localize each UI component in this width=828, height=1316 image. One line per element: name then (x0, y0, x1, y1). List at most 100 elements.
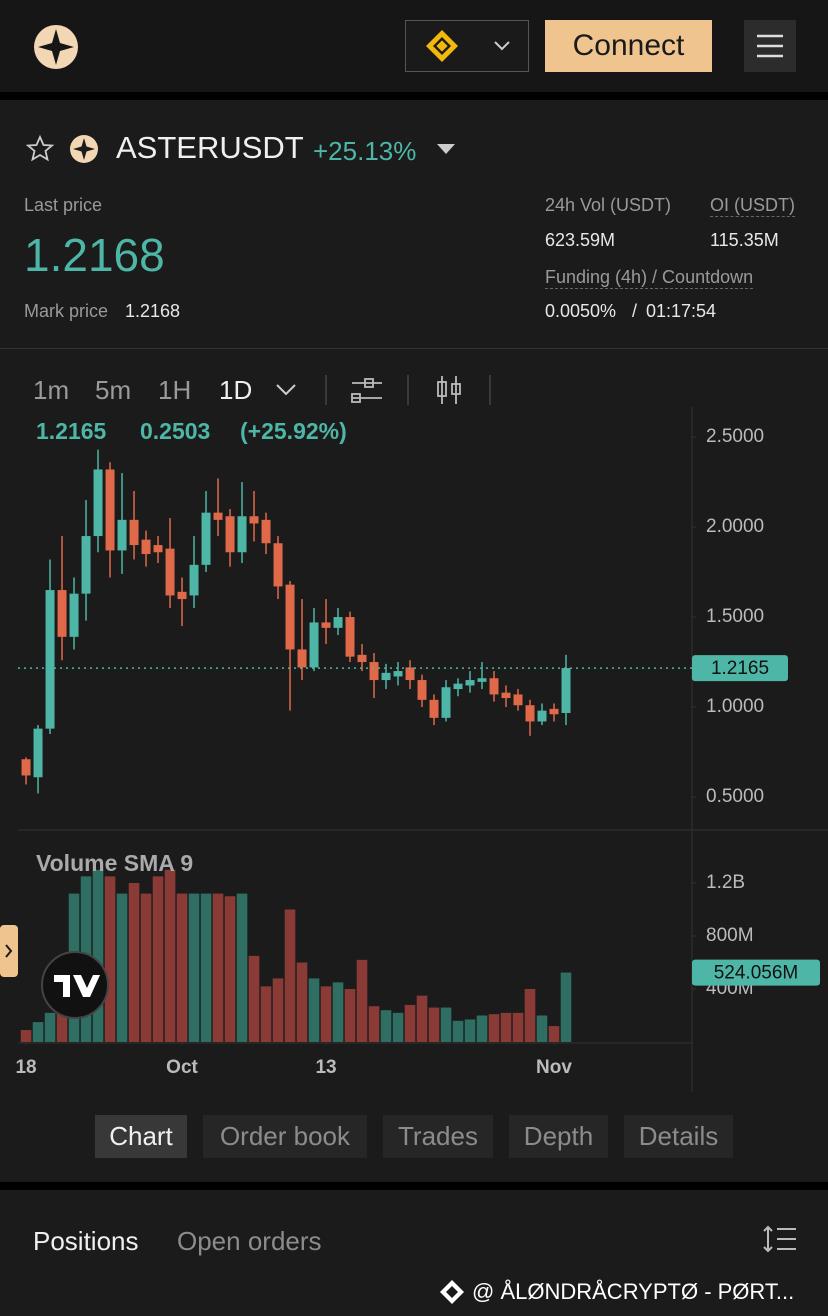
label: Mark price (24, 301, 109, 321)
symbol-dropdown[interactable] (436, 142, 458, 156)
candle-body (357, 654, 367, 663)
y-tick-label: 1.5000 (706, 606, 764, 627)
volume-bar (20, 1030, 32, 1042)
volume-bar (440, 1007, 452, 1042)
connect-button[interactable]: Connect (545, 20, 712, 72)
volume-bar (224, 896, 236, 1042)
tradingview-logo[interactable] (40, 951, 110, 1021)
candle-body (153, 545, 163, 553)
candle-body (273, 543, 283, 587)
y-tick-label: 1.0000 (706, 696, 764, 717)
volume: 623.59M (545, 230, 616, 250)
volume-title: Volume SMA 9 (36, 850, 193, 876)
sort-button[interactable] (762, 1224, 798, 1254)
label: 24h Vol (USDT) (545, 195, 672, 215)
tab-active[interactable]: Positions (33, 1226, 139, 1256)
ticker-icons (26, 134, 98, 163)
volume-bar (332, 982, 344, 1042)
candle-body (321, 622, 331, 628)
y-tick-label: 2.5000 (706, 426, 764, 447)
tab[interactable]: Depth (509, 1115, 608, 1158)
candle-body (549, 708, 559, 715)
candle-body (129, 519, 139, 546)
x-tick-label: Nov (536, 1057, 572, 1078)
candle-body (525, 705, 535, 722)
volume-bar (416, 995, 428, 1042)
last-price: 1.2168 (24, 229, 165, 281)
volume-bar (260, 986, 272, 1042)
volume-bar (488, 1014, 500, 1042)
candle-body (561, 668, 571, 713)
candle-body (501, 692, 511, 699)
timeframe[interactable]: 1m (33, 375, 70, 405)
candle-body (513, 694, 523, 706)
timeframe[interactable]: 1H (158, 375, 192, 405)
volume-bar (56, 1008, 68, 1042)
candle-body (381, 672, 391, 681)
candle-body (213, 512, 223, 520)
candle-body (93, 469, 103, 537)
volume-bar (236, 893, 248, 1042)
chart-type-button[interactable] (437, 376, 461, 404)
separator: / (632, 301, 638, 321)
y-tick-label: 0.5000 (706, 786, 764, 807)
favorite-star[interactable] (26, 134, 55, 162)
countdown: 01:17:54 (646, 301, 717, 321)
logo[interactable] (33, 24, 79, 70)
volume-bar (44, 1012, 56, 1042)
candle-body (81, 536, 91, 594)
ohlc-price: 1.2165 (36, 418, 107, 444)
tab[interactable]: Open orders (177, 1226, 322, 1256)
timeframe-active[interactable]: 1D (219, 375, 253, 405)
symbol-change: +25.13% (313, 136, 417, 166)
candle-body (489, 678, 499, 695)
candle-body (477, 678, 487, 682)
candle-body (297, 649, 307, 668)
volume-bar (164, 869, 176, 1042)
volume-bar (32, 1022, 44, 1042)
tab[interactable]: Details (624, 1115, 733, 1158)
last-price-label: 1.2165 (711, 658, 769, 679)
volume-bar (428, 1007, 440, 1042)
divider (0, 348, 828, 349)
volume-bar (296, 962, 308, 1042)
tab[interactable]: Order book (203, 1115, 367, 1158)
x-tick-label: 18 (15, 1057, 36, 1078)
volume-bar (128, 883, 140, 1042)
volume-bar (560, 972, 572, 1042)
candle-body (453, 683, 463, 690)
volume-tick-label: 1.2B (706, 872, 745, 893)
indicators-button[interactable] (351, 378, 382, 403)
tab[interactable]: Trades (383, 1115, 493, 1158)
menu-button[interactable] (744, 20, 796, 72)
volume-bar (308, 978, 320, 1042)
tab-active[interactable]: Chart (95, 1115, 187, 1158)
volume-bar (392, 1012, 404, 1042)
funding: 0.0050% (545, 301, 617, 321)
candle-body (189, 564, 199, 596)
timeframe[interactable]: 5m (95, 375, 132, 405)
y-tick-label: 2.0000 (706, 516, 764, 537)
volume-bar (368, 1006, 380, 1042)
ohlc-change: 0.2503 (140, 418, 210, 444)
candle-body (117, 519, 127, 551)
network-select[interactable] (405, 20, 529, 72)
volume-bar (320, 986, 332, 1042)
watermark-icon (440, 1280, 464, 1304)
volume-marker-label: 524.056M (714, 963, 799, 984)
volume-bar (464, 1019, 476, 1042)
chart: 1.2165 0.2503 (+25.92%) 2.5000 2.0000 1.50… (15, 407, 828, 1092)
symbol[interactable]: ASTERUSDT (116, 130, 304, 165)
side-drawer-tab[interactable] (0, 925, 18, 977)
volume-bar (272, 978, 284, 1042)
volume-bar (104, 876, 116, 1042)
candle-body (141, 539, 151, 555)
candle-body (417, 680, 427, 700)
volume-bar (356, 959, 368, 1042)
candle-body (201, 512, 211, 565)
volume-bar (188, 893, 200, 1042)
candle-body (285, 584, 295, 650)
volume-bar (404, 1004, 416, 1042)
candle-body (249, 516, 259, 524)
chart-toolbar (276, 375, 491, 405)
